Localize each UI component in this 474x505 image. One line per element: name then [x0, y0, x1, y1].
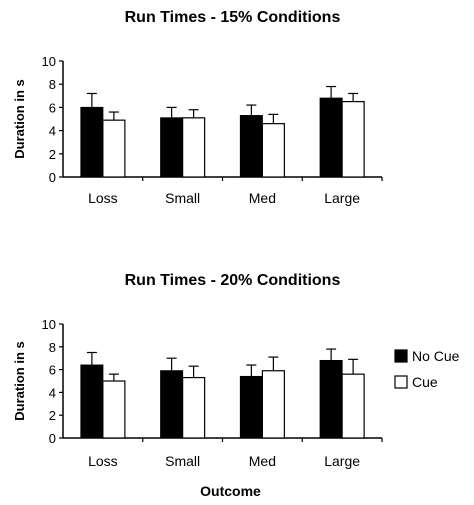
bar-cue-small: [182, 376, 206, 439]
legend-swatch-cue: [394, 375, 408, 389]
bar-cue-med: [261, 123, 285, 178]
bar-cue-small: [182, 117, 206, 178]
bar-cue-loss: [102, 380, 126, 439]
category-label-loss: Loss: [88, 453, 118, 469]
bar-no-cue-loss: [80, 106, 104, 178]
bar-no-cue-small: [160, 370, 184, 439]
category-label-med: Med: [249, 190, 276, 206]
y-tick-label: 2: [49, 147, 56, 162]
y-tick-label: 6: [49, 363, 56, 378]
chart-panel-1: Run Times - 15% Conditions Duration in s 0…: [12, 9, 383, 206]
x-axis-label: Outcome: [200, 483, 261, 499]
bar-no-cue-large: [319, 97, 343, 178]
y-tick-label: 10: [42, 54, 56, 69]
category-label-loss: Loss: [88, 190, 118, 206]
bar-no-cue-large: [319, 359, 343, 439]
bar-cue-med: [261, 370, 285, 439]
y-tick-label: 4: [49, 124, 56, 139]
y-tick-label: 8: [49, 77, 56, 92]
chart-panel-2: Run Times - 20% Conditions Duration in s 0…: [12, 272, 383, 499]
y-tick-label: 6: [49, 100, 56, 115]
bar-no-cue-loss: [80, 364, 104, 439]
y-tick-label: 0: [49, 170, 56, 185]
y-tick-label: 4: [49, 385, 56, 400]
y-tick-label: 8: [49, 340, 56, 355]
bar-cue-large: [341, 373, 365, 439]
y-tick-label: 0: [49, 431, 56, 446]
bar-no-cue-small: [160, 117, 184, 178]
y-tick-label: 10: [42, 317, 56, 332]
y-tick-label: 2: [49, 408, 56, 423]
chart-title: Run Times - 20% Conditions: [125, 272, 341, 289]
legend: No Cue Cue: [394, 348, 460, 390]
y-axis-label: Duration in s: [12, 79, 27, 158]
y-axis-label: Duration in s: [12, 341, 27, 420]
chart-title: Run Times - 15% Conditions: [125, 9, 341, 26]
bar-no-cue-med: [239, 115, 263, 178]
bar-no-cue-med: [239, 375, 263, 439]
category-label-small: Small: [165, 453, 200, 469]
legend-label-no-cue: No Cue: [412, 348, 460, 364]
category-label-med: Med: [249, 453, 276, 469]
legend-label-cue: Cue: [412, 374, 438, 390]
legend-swatch-no-cue: [394, 349, 408, 363]
category-label-large: Large: [324, 190, 360, 206]
bar-cue-large: [341, 100, 365, 178]
category-label-small: Small: [165, 190, 200, 206]
category-label-large: Large: [324, 453, 360, 469]
bar-cue-loss: [102, 119, 126, 178]
